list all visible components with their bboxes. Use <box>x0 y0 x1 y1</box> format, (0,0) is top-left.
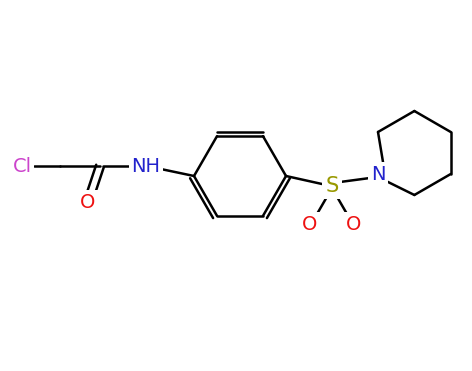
Text: O: O <box>346 214 362 233</box>
Text: O: O <box>302 214 318 233</box>
Text: N: N <box>371 164 385 184</box>
Text: O: O <box>80 193 96 211</box>
Text: Cl: Cl <box>12 157 32 175</box>
Text: S: S <box>325 176 338 196</box>
Text: NH: NH <box>132 157 160 175</box>
